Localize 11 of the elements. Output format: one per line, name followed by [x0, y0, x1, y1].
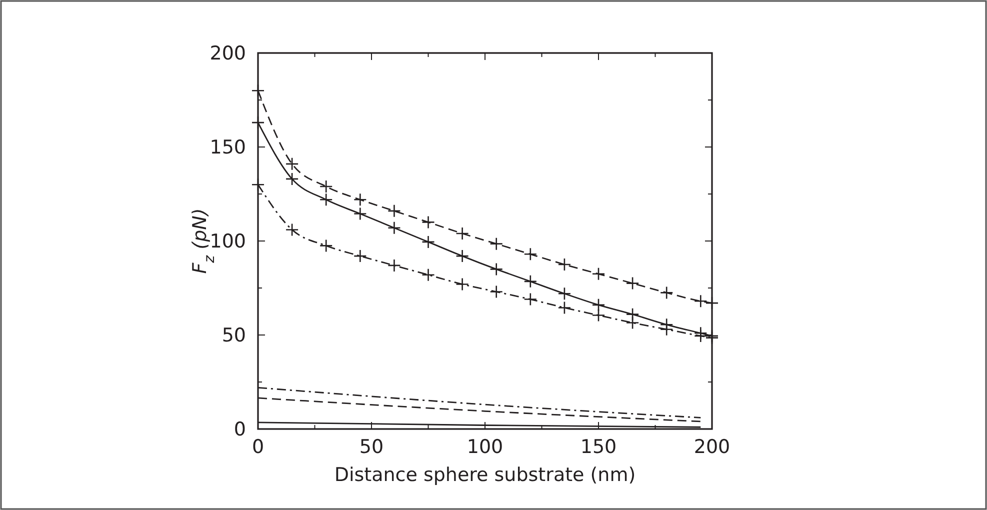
x-tick-label: 200 — [694, 436, 730, 458]
y-tick-label: 50 — [222, 324, 246, 347]
y-tick-label: 100 — [210, 230, 246, 253]
x-tick-label: 100 — [466, 436, 504, 458]
x-tick-label: 150 — [580, 436, 617, 458]
x-axis-title: Distance sphere substrate (nm) — [334, 464, 636, 486]
x-tick-label: 0 — [252, 436, 264, 458]
x-tick-label: 50 — [359, 436, 384, 458]
y-tick-label: 200 — [210, 42, 246, 65]
y-tick-label: 150 — [210, 136, 246, 159]
y-tick-label: 0 — [234, 418, 246, 441]
